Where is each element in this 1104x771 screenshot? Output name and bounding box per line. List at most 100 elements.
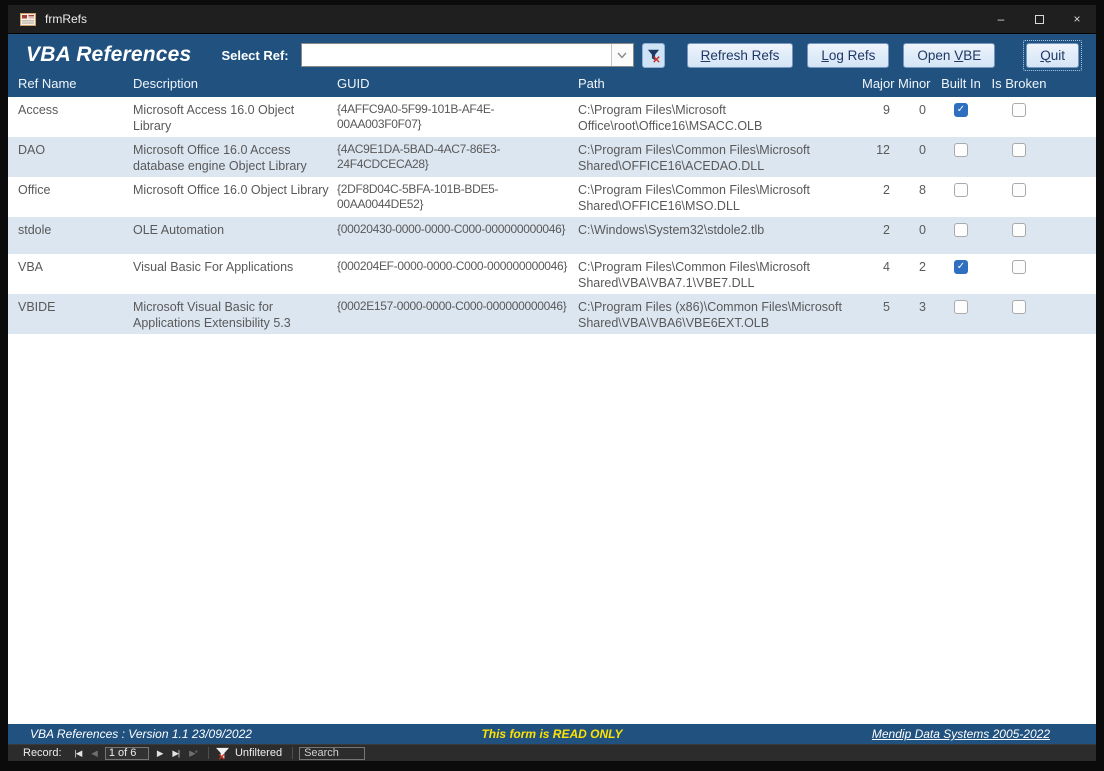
cell-is-broken bbox=[988, 259, 1050, 291]
column-header-path: Path bbox=[578, 76, 605, 91]
column-header-row: Ref Name Description GUID Path Major Min… bbox=[8, 74, 1096, 97]
search-input[interactable] bbox=[299, 746, 366, 760]
cell-is-broken bbox=[988, 182, 1050, 214]
filter-x-mark: ✕ bbox=[652, 54, 661, 66]
column-header-built-in: Built In bbox=[941, 76, 981, 91]
close-button[interactable]: × bbox=[1073, 12, 1081, 26]
built-in-checkbox[interactable] bbox=[954, 300, 968, 314]
is-broken-checkbox[interactable] bbox=[1012, 143, 1026, 157]
column-header-guid: GUID bbox=[337, 76, 370, 91]
column-header-minor: Minor bbox=[898, 76, 931, 91]
cell-path: C:\Program Files\Common Files\Microsoft … bbox=[578, 183, 810, 213]
cell-minor: 0 bbox=[919, 103, 926, 117]
cell-built-in bbox=[934, 222, 988, 251]
cell-major: 2 bbox=[883, 183, 890, 197]
credit-link[interactable]: Mendip Data Systems 2005-2022 bbox=[871, 727, 1050, 741]
cell-is-broken bbox=[988, 222, 1050, 251]
table-row[interactable]: DAO Microsoft Office 16.0 Access database… bbox=[8, 137, 1096, 177]
cell-guid: {000204EF-0000-0000-C000-000000000046} bbox=[337, 259, 568, 273]
cell-ref-name: VBA bbox=[18, 260, 44, 274]
minimize-button[interactable]: – bbox=[997, 12, 1005, 26]
refresh-refs-button[interactable]: Refresh Refs bbox=[686, 42, 794, 68]
button-label-part: L bbox=[821, 47, 829, 63]
next-record-button[interactable]: ▶ bbox=[156, 747, 164, 758]
is-broken-checkbox[interactable] bbox=[1012, 260, 1026, 274]
table-row[interactable]: Access Microsoft Access 16.0 Object Libra… bbox=[8, 97, 1096, 137]
cell-built-in bbox=[934, 182, 988, 214]
previous-record-button[interactable]: ◀ bbox=[91, 747, 98, 758]
is-broken-checkbox[interactable] bbox=[1012, 300, 1026, 314]
cell-is-broken bbox=[988, 102, 1050, 134]
cell-description: Visual Basic For Applications bbox=[133, 260, 294, 274]
access-form-icon bbox=[20, 12, 36, 26]
cell-minor: 0 bbox=[919, 223, 926, 237]
form-header: VBA References Select Ref: ✕ bbox=[8, 34, 1096, 97]
footer-bar: VBA References : Version 1.1 23/09/2022 … bbox=[8, 724, 1096, 744]
default-button-outline: Quit bbox=[1023, 39, 1082, 71]
last-record-button[interactable]: ▶| bbox=[172, 747, 180, 758]
cell-major: 12 bbox=[876, 143, 890, 157]
cell-path: C:\Program Files\Common Files\Microsoft … bbox=[578, 143, 810, 173]
cell-built-in: ✓ bbox=[934, 102, 988, 134]
cell-built-in bbox=[934, 299, 988, 331]
button-label-part: Q bbox=[1040, 47, 1051, 63]
cell-minor: 3 bbox=[919, 300, 926, 314]
cell-guid: {2DF8D04C-5BFA-101B-BDE5-00AA0044DE52} bbox=[337, 182, 499, 212]
clear-filter-button[interactable]: ✕ bbox=[641, 42, 665, 68]
cell-description: OLE Automation bbox=[133, 223, 225, 237]
record-navigation-bar: Record: |◀ ◀ ▶ ▶| ▶* ✕ Unfiltered bbox=[8, 744, 1096, 761]
form-body: VBA References Select Ref: ✕ bbox=[8, 33, 1096, 761]
table-row[interactable]: VBIDE Microsoft Visual Basic for Applicat… bbox=[8, 294, 1096, 334]
version-text: VBA References : Version 1.1 23/09/2022 bbox=[30, 727, 252, 741]
maximize-button[interactable] bbox=[1020, 5, 1058, 33]
built-in-checkbox[interactable]: ✓ bbox=[954, 260, 968, 274]
log-refs-button[interactable]: Log Refs bbox=[807, 42, 890, 68]
cell-description: Microsoft Access 16.0 Object Library bbox=[133, 103, 295, 133]
new-record-button[interactable]: ▶* bbox=[189, 747, 198, 758]
button-label-part: uit bbox=[1050, 47, 1065, 63]
cell-major: 5 bbox=[883, 300, 890, 314]
cell-is-broken bbox=[988, 299, 1050, 331]
built-in-checkbox[interactable] bbox=[954, 143, 968, 157]
cell-description: Microsoft Office 16.0 Object Library bbox=[133, 183, 329, 197]
filter-state-icon[interactable]: ✕ bbox=[215, 747, 230, 761]
table-row[interactable]: Office Microsoft Office 16.0 Object Libra… bbox=[8, 177, 1096, 217]
funnel-x-mark: ✕ bbox=[217, 751, 226, 761]
column-header-description: Description bbox=[133, 76, 199, 91]
table-row[interactable]: stdole OLE Automation {00020430-0000-0000-… bbox=[8, 217, 1096, 254]
cell-description: Microsoft Office 16.0 Access database en… bbox=[133, 143, 307, 173]
open-vbe-button[interactable]: Open VBE bbox=[903, 42, 996, 68]
button-label-part: BE bbox=[963, 47, 982, 63]
cell-minor: 0 bbox=[919, 143, 926, 157]
cell-path: C:\Windows\System32\stdole2.tlb bbox=[578, 223, 765, 237]
maximize-icon bbox=[1034, 14, 1044, 24]
first-record-button[interactable]: |◀ bbox=[74, 747, 83, 758]
cell-description: Microsoft Visual Basic for Applications … bbox=[133, 300, 291, 330]
divider bbox=[207, 747, 209, 759]
is-broken-checkbox[interactable] bbox=[1012, 103, 1026, 117]
cell-major: 4 bbox=[883, 260, 890, 274]
filter-state-button[interactable]: Unfiltered bbox=[234, 747, 283, 759]
cell-ref-name: Office bbox=[18, 183, 51, 197]
select-ref-label: Select Ref: bbox=[221, 47, 289, 63]
built-in-checkbox[interactable] bbox=[954, 223, 968, 237]
built-in-checkbox[interactable] bbox=[954, 183, 968, 197]
cell-built-in bbox=[934, 142, 988, 174]
cell-minor: 2 bbox=[919, 260, 926, 274]
table-row[interactable]: VBA Visual Basic For Applications {000204E… bbox=[8, 254, 1096, 294]
cell-guid: {4AFFC9A0-5F99-101B-AF4E-00AA003F0F07} bbox=[337, 102, 495, 132]
cell-path: C:\Program Files\Microsoft Office\root\O… bbox=[578, 103, 763, 133]
filter-remove-icon bbox=[647, 49, 659, 61]
record-position-box[interactable] bbox=[104, 746, 149, 760]
combo-dropdown-button[interactable] bbox=[610, 44, 633, 66]
quit-button[interactable]: Quit bbox=[1026, 42, 1079, 68]
column-header-ref-name: Ref Name bbox=[18, 76, 77, 91]
window-title: frmRefs bbox=[45, 12, 87, 26]
is-broken-checkbox[interactable] bbox=[1012, 223, 1026, 237]
button-label-part: R bbox=[700, 47, 711, 63]
is-broken-checkbox[interactable] bbox=[1012, 183, 1026, 197]
select-ref-combo-input[interactable] bbox=[301, 44, 611, 66]
built-in-checkbox[interactable]: ✓ bbox=[954, 103, 968, 117]
cell-guid: {4AC9E1DA-5BAD-4AC7-86E3-24F4CDCECA28} bbox=[337, 142, 501, 172]
record-label: Record: bbox=[23, 747, 62, 759]
